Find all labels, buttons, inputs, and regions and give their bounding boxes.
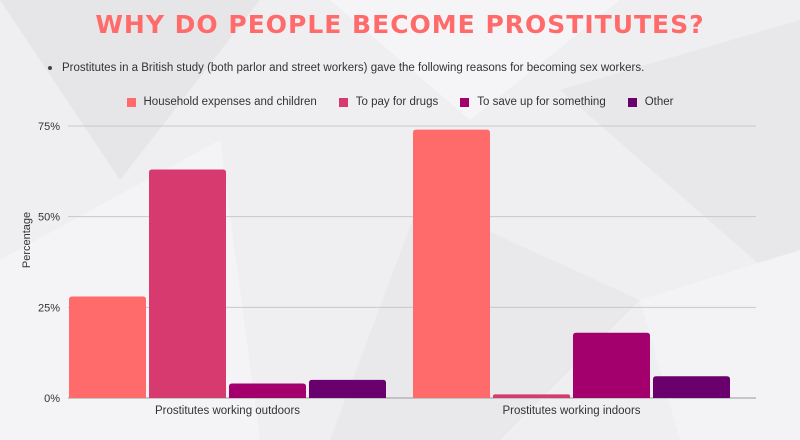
legend-item-household: Household expenses and children: [126, 96, 317, 108]
bar-0-3: [309, 379, 386, 398]
legend-item-save: To save up for something: [460, 96, 606, 108]
page-title: WHY DO PEOPLE BECOME PROSTITUTES?: [95, 10, 705, 39]
legend-item-drugs: To pay for drugs: [338, 96, 439, 108]
x-tick-label: Prostitutes working outdoors: [155, 405, 300, 417]
y-tick-label: 0%: [44, 393, 60, 405]
legend-item-other: Other: [627, 96, 674, 108]
y-tick-label: 25%: [38, 302, 60, 314]
y-tick-label: 75%: [38, 121, 60, 133]
y-axis-label: Percentage: [21, 212, 33, 268]
x-tick-label: Prostitutes working indoors: [502, 405, 640, 417]
legend-swatch-save: [460, 97, 470, 107]
bar-1-1: [493, 394, 570, 398]
bar-1-0: [413, 129, 490, 399]
legend-label-save: To save up for something: [477, 96, 606, 108]
bullet-dot: [48, 66, 52, 70]
bar-0-2: [229, 383, 306, 398]
legend-swatch-household: [126, 97, 136, 107]
legend-label-drugs: To pay for drugs: [355, 96, 439, 108]
legend-swatch-other: [627, 97, 637, 107]
legend-label-other: Other: [644, 96, 674, 108]
subtitle-text: Prostitutes in a British study (both par…: [62, 62, 645, 74]
legend-label-household: Household expenses and children: [143, 96, 317, 108]
bar-0-0: [69, 296, 146, 398]
bar-1-3: [653, 376, 730, 398]
y-tick-label: 50%: [38, 212, 60, 224]
subtitle-bullet: Prostitutes in a British study (both par…: [48, 62, 644, 74]
chart-legend: Household expenses and children To pay f…: [0, 96, 800, 108]
legend-swatch-drugs: [338, 97, 348, 107]
bar-1-2: [573, 332, 650, 398]
bar-0-1: [149, 169, 226, 398]
